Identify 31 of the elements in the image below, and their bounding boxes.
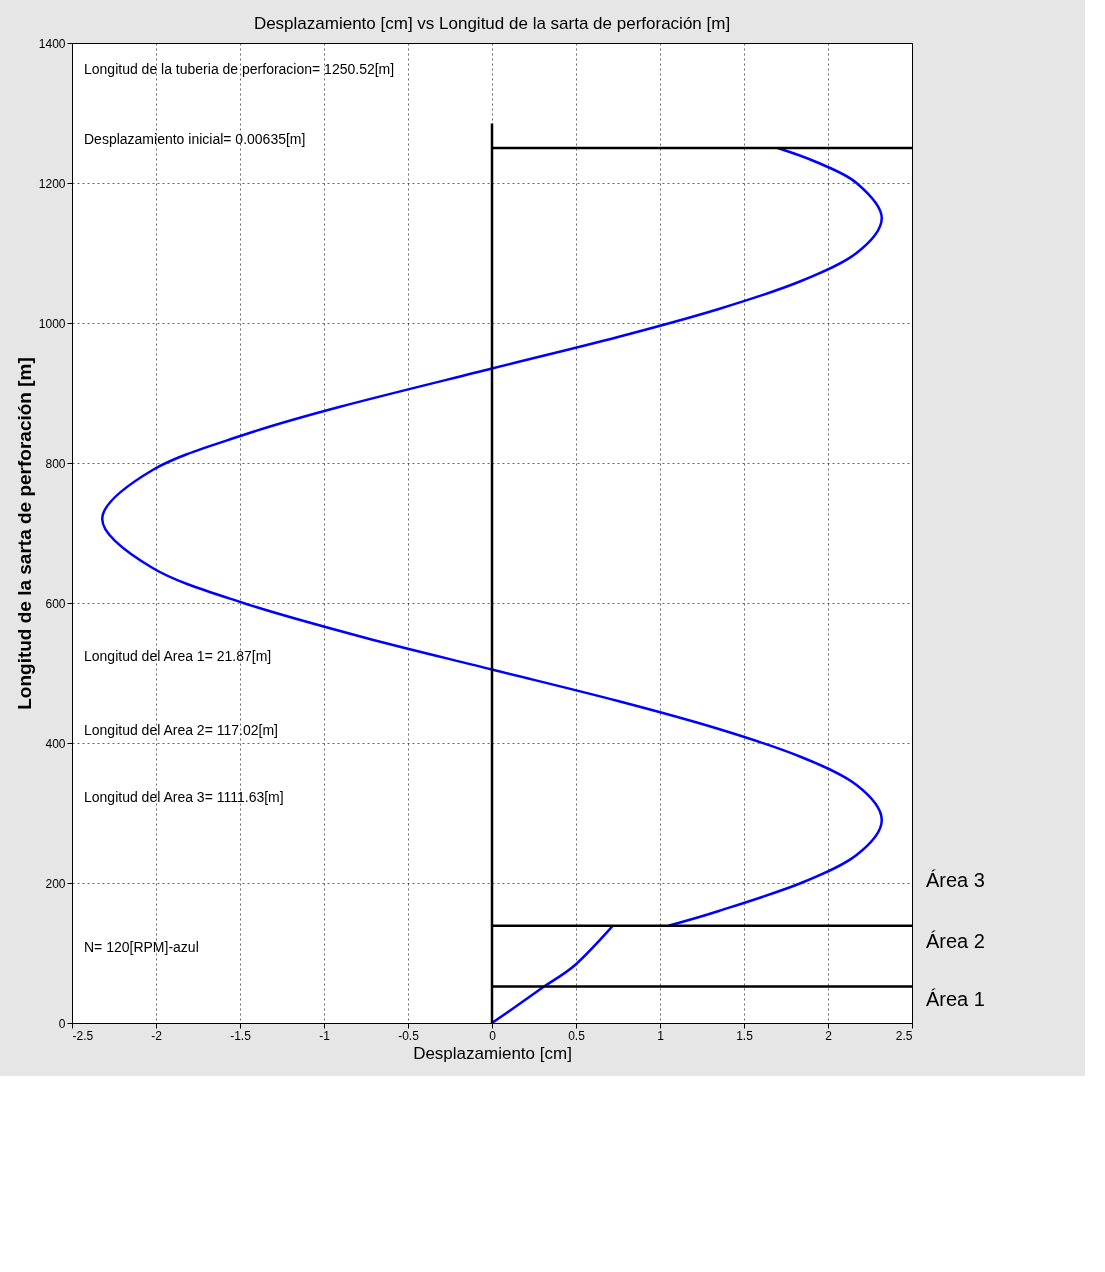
y-tick-label: 400 [45, 736, 66, 751]
x-axis-title: Desplazamiento [cm] [413, 1043, 572, 1063]
y-tick-label: 200 [45, 876, 66, 891]
annotation: N= 120[RPM]-azul [84, 938, 199, 955]
text: Área 1 [926, 988, 985, 1011]
x-tick-label: -0.5 [398, 1028, 420, 1043]
chart-title: Desplazamiento [cm] vs Longitud de la sarta de perforación [m] [253, 14, 731, 33]
x-tick-label: -1.5 [230, 1028, 252, 1043]
y-tick-label: 600 [45, 596, 66, 611]
x-tick-label: -1 [319, 1028, 331, 1043]
x-tick-label: 0.5 [568, 1028, 586, 1043]
y-tick-label: 0 [58, 1016, 66, 1031]
x-tick-label: 1.5 [736, 1028, 754, 1043]
text: Área 3 [926, 868, 985, 891]
annotation: Longitud del Area 2= 117.02[m] [84, 721, 278, 738]
annotation: Longitud de la tuberia de perforacion= 1250.52[m] [84, 61, 395, 78]
x-tick-label: 2.5 [895, 1028, 913, 1043]
annotation: Longitud del Area 1= 21.87[m] [84, 648, 272, 665]
x-tick-label: -2.5 [72, 1028, 94, 1043]
x-tick-label: 1 [657, 1028, 665, 1043]
y-tick-label: 1200 [38, 176, 66, 191]
y-axis-title: Longitud de la sarta de perforación [m] [13, 357, 35, 710]
annotation: Desplazamiento inicial= 0.00635[m] [84, 131, 306, 148]
x-tick-label: 0 [489, 1028, 497, 1043]
annotation: Longitud del Area 3= 1111.63[m] [84, 788, 284, 805]
y-tick-label: 1000 [38, 316, 66, 331]
y-tick-label: 800 [45, 456, 66, 471]
y-tick-label: 1400 [38, 36, 66, 51]
text: Área 2 [926, 929, 985, 952]
x-tick-label: -2 [151, 1028, 163, 1043]
x-tick-label: 2 [825, 1028, 833, 1043]
